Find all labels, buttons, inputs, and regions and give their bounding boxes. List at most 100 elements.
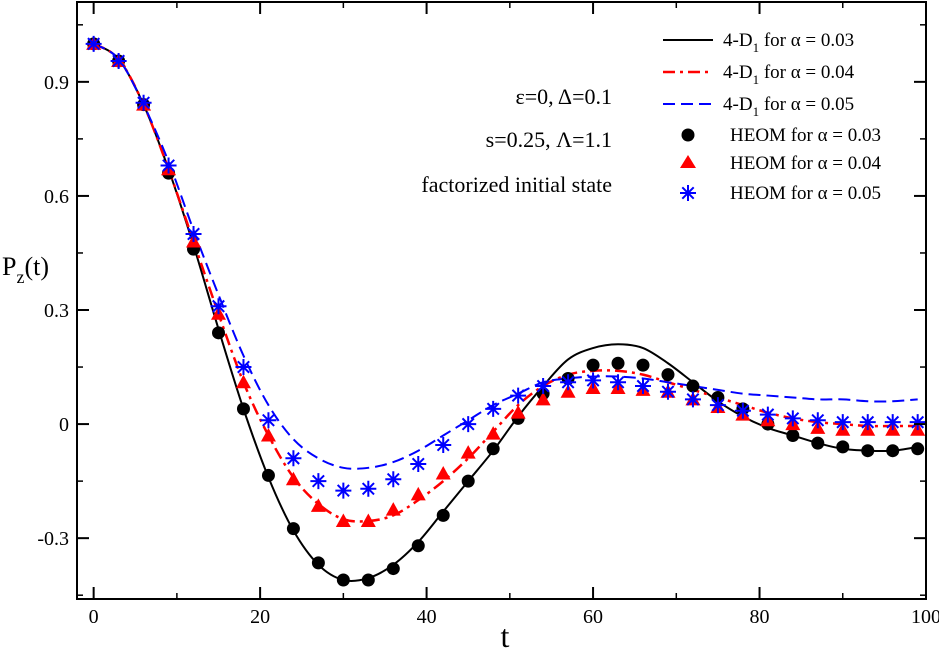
legend-marker-heom-005 [680, 185, 696, 201]
y-axis-title: Pz(t) [2, 252, 49, 287]
data-point-triangle [510, 405, 526, 419]
data-point-circle [861, 444, 875, 458]
data-point-circle [361, 573, 375, 587]
data-point-circle [636, 358, 650, 372]
data-point-star [859, 414, 876, 431]
data-point-circle [286, 522, 300, 536]
data-point-circle [461, 474, 475, 488]
data-point-star [435, 436, 452, 453]
x-tick-label: 80 [750, 606, 770, 628]
x-axis-title: t [501, 618, 510, 653]
data-point-star [709, 397, 726, 414]
data-point-star [410, 456, 427, 473]
legend-label-4d1-004: 4-D1 for α = 0.04 [723, 62, 855, 87]
data-point-circle [836, 440, 850, 454]
y-axis-title-suffix: (t) [24, 252, 49, 281]
legend-entry-4d1-003: 4-D1 for α = 0.03 [663, 30, 854, 55]
data-point-circle [236, 402, 250, 416]
data-point-star [335, 482, 352, 499]
data-point-circle [661, 368, 675, 382]
data-point-triangle [385, 502, 401, 516]
data-point-star [535, 378, 552, 395]
data-point-star [560, 374, 577, 391]
y-axis-title-main: P [2, 252, 16, 281]
data-point-circle [911, 442, 925, 456]
x-tick-label: 20 [250, 606, 270, 628]
data-point-circle [786, 428, 800, 442]
data-point-star [85, 35, 102, 52]
series-line [93, 42, 918, 523]
y-tick-label: 0.9 [44, 72, 69, 94]
data-point-star [510, 387, 527, 404]
data-point-star [610, 374, 627, 391]
legend-entry-4d1-004: 4-D1 for α = 0.04 [663, 62, 855, 87]
legend-entry-heom-004: HEOM for α = 0.04 [680, 153, 882, 174]
data-point-circle [611, 356, 625, 370]
legend-label-heom-004: HEOM for α = 0.04 [730, 153, 882, 174]
data-point-star [185, 225, 202, 242]
data-point-triangle [460, 445, 476, 459]
legend-label-4d1-003: 4-D1 for α = 0.03 [723, 30, 854, 55]
data-point-star [135, 94, 152, 111]
data-point-triangle [485, 426, 501, 440]
x-tick-label: 0 [89, 606, 99, 628]
data-point-star [834, 414, 851, 431]
data-point-circle [886, 444, 900, 458]
data-point-triangle [410, 486, 426, 501]
data-point-star [585, 372, 602, 389]
data-point-circle [386, 562, 400, 576]
y-tick-label: 0.6 [44, 186, 69, 208]
data-point-star [659, 383, 676, 400]
data-point-star [759, 406, 776, 423]
annotation-params-2: s=0.25, Λ=1.1 [486, 127, 612, 152]
plot-frame [76, 1, 927, 600]
data-point-circle [486, 442, 500, 456]
data-point-circle [686, 379, 700, 393]
data-point-star [160, 157, 177, 174]
data-point-star [260, 412, 277, 429]
data-point-circle [212, 326, 225, 340]
data-point-star [385, 471, 402, 488]
series-layer [85, 35, 926, 587]
data-point-star [809, 412, 826, 429]
data-point-star [285, 450, 302, 467]
legend-label-heom-005: HEOM for α = 0.05 [730, 183, 881, 204]
data-point-triangle [235, 374, 251, 389]
annotation-params-1: ε=0, Δ=0.1 [516, 84, 613, 109]
annotation-initial-state: factorized initial state [421, 172, 612, 197]
ticks-layer: 0 20 40 60 80 100 -0.3 0 0.3 0.6 0.9 [37, 2, 939, 628]
data-point-star [635, 378, 651, 395]
data-point-circle [336, 573, 350, 587]
data-point-triangle [285, 471, 301, 486]
legend-label-4d1-005: 4-D1 for α = 0.05 [723, 94, 854, 119]
data-point-circle [586, 358, 600, 372]
data-point-circle [261, 468, 275, 482]
legend-entry-heom-005: HEOM for α = 0.05 [680, 183, 881, 204]
data-point-star [360, 480, 377, 497]
series-5 [85, 35, 926, 499]
x-tick-label: 40 [417, 606, 437, 628]
y-tick-label: 0.3 [44, 300, 69, 322]
data-point-circle [411, 539, 425, 553]
legend-marker-heom-003 [681, 128, 695, 142]
data-point-star [235, 359, 252, 376]
data-point-star [485, 400, 502, 417]
x-tick-label: 100 [911, 606, 939, 628]
data-point-triangle [535, 391, 551, 406]
data-point-triangle [560, 384, 576, 398]
data-point-triangle [260, 427, 276, 442]
legend-label-heom-003: HEOM for α = 0.03 [730, 125, 881, 146]
data-point-star [909, 414, 926, 431]
data-point-triangle [310, 498, 326, 512]
data-point-star [310, 473, 327, 490]
data-point-circle [436, 508, 450, 522]
y-tick-label: 0 [59, 414, 69, 436]
data-point-star [684, 391, 701, 408]
data-point-star [460, 416, 477, 433]
data-point-star [884, 414, 901, 431]
legend-entry-4d1-005: 4-D1 for α = 0.05 [663, 94, 854, 119]
data-point-triangle [335, 513, 351, 528]
legend-marker-heom-004 [680, 155, 696, 168]
